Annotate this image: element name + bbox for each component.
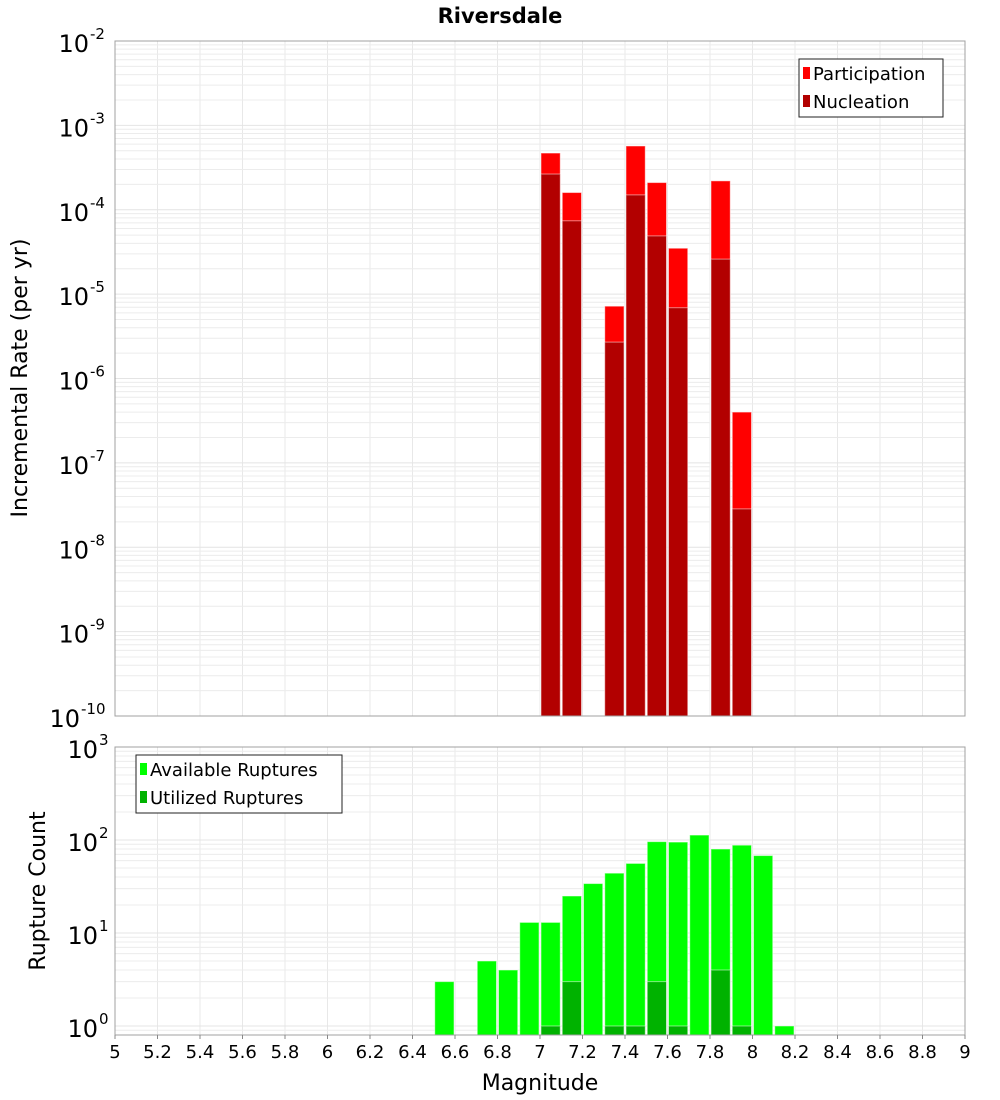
bar-available-ruptures <box>689 834 710 1036</box>
x-tick-label: 6.2 <box>356 1042 385 1063</box>
bar-utilized-ruptures <box>540 1025 561 1036</box>
bar-nucleation <box>710 258 731 717</box>
bar-utilized-ruptures <box>625 1025 646 1036</box>
y-tick-label: 101 <box>67 917 108 950</box>
x-tick-label: 7.6 <box>653 1042 682 1063</box>
legend-swatch <box>803 95 810 107</box>
plot-frame <box>114 40 966 717</box>
bar-available-ruptures <box>625 862 646 1036</box>
x-tick-label: 9 <box>959 1042 970 1063</box>
legend-label: Participation <box>813 64 925 85</box>
bar-nucleation <box>540 173 561 717</box>
x-tick-label: 8.4 <box>823 1042 852 1063</box>
y-tick-label: 103 <box>67 731 108 764</box>
x-tick-label: 8.8 <box>908 1042 937 1063</box>
bar-available-ruptures <box>604 872 625 1036</box>
x-tick-label: 8.2 <box>781 1042 810 1063</box>
bar-nucleation <box>646 235 667 717</box>
bar-utilized-ruptures <box>646 981 667 1036</box>
x-tick-label: 7.4 <box>611 1042 640 1063</box>
bar-available-ruptures <box>519 921 540 1036</box>
chart-title: Riversdale <box>438 4 563 28</box>
y-tick-label: 102 <box>67 824 108 857</box>
x-tick-label: 5.4 <box>186 1042 215 1063</box>
bar-nucleation <box>625 194 646 717</box>
legend-swatch <box>140 763 147 775</box>
bar-utilized-ruptures <box>731 1025 752 1036</box>
y-tick-label: 10-7 <box>58 447 105 480</box>
bar-available-ruptures <box>583 883 604 1036</box>
y-tick-label: 10-6 <box>58 363 105 396</box>
legend-swatch <box>803 67 810 79</box>
x-tick-label: 6.6 <box>441 1042 470 1063</box>
bar-nucleation <box>561 220 582 717</box>
bar-available-ruptures <box>753 855 774 1036</box>
x-tick-label: 7.8 <box>696 1042 725 1063</box>
y-tick-label: 100 <box>67 1010 108 1043</box>
legend-box <box>798 58 944 118</box>
bar-available-ruptures <box>774 1025 795 1036</box>
legend-swatch <box>140 791 147 803</box>
x-tick-label: 7 <box>534 1042 545 1063</box>
bar-utilized-ruptures <box>710 969 731 1036</box>
top-y-axis-label: Incremental Rate (per yr) <box>8 239 33 518</box>
bar-nucleation <box>731 508 752 717</box>
x-tick-label: 8 <box>747 1042 758 1063</box>
bar-available-ruptures <box>540 921 561 1036</box>
bar-utilized-ruptures <box>668 1025 689 1036</box>
x-tick-label: 5.8 <box>271 1042 300 1063</box>
y-tick-label: 10-8 <box>58 531 105 564</box>
bar-utilized-ruptures <box>561 981 582 1036</box>
top-plot: 10-10 10-9 10-8 10-7 10-6 10-5 10-4 10-3 10-2 Par… <box>49 25 966 733</box>
x-tick-label: 8.6 <box>866 1042 895 1063</box>
legend-box <box>135 754 343 814</box>
x-tick-label: 5.6 <box>228 1042 257 1063</box>
y-tick-label: 10-9 <box>58 616 105 649</box>
x-tick-label: 6 <box>322 1042 333 1063</box>
y-tick-label: 10-2 <box>58 25 105 58</box>
x-tick-label: 6.4 <box>398 1042 427 1063</box>
y-tick-label: 10-4 <box>58 194 105 227</box>
x-tick-label: 7.2 <box>568 1042 597 1063</box>
x-tick-label: 5.2 <box>143 1042 172 1063</box>
legend-label: Available Ruptures <box>150 760 318 781</box>
bottom-plot: 100 101 102 103 5 5.2 5.4 5.6 5.8 6 6.2 6.4 6.6 6.8 7 7… <box>67 731 970 1063</box>
x-tick-label: 6.8 <box>483 1042 512 1063</box>
bar-nucleation <box>604 341 625 717</box>
bar-nucleation <box>668 307 689 717</box>
y-tick-label: 10-10 <box>49 700 105 733</box>
bottom-y-axis-label: Rupture Count <box>26 811 51 971</box>
x-axis-label: Magnitude <box>482 1071 599 1096</box>
y-tick-label: 10-3 <box>58 109 105 142</box>
y-tick-label: 10-5 <box>58 278 105 311</box>
bar-available-ruptures <box>498 969 519 1036</box>
legend-label: Nucleation <box>813 92 909 113</box>
bar-available-ruptures <box>434 981 455 1036</box>
bar-available-ruptures <box>668 841 689 1036</box>
legend-label: Utilized Ruptures <box>150 788 303 809</box>
x-tick-label: 5 <box>109 1042 120 1063</box>
bar-available-ruptures <box>731 844 752 1036</box>
bar-available-ruptures <box>476 960 497 1036</box>
bar-utilized-ruptures <box>604 1025 625 1036</box>
